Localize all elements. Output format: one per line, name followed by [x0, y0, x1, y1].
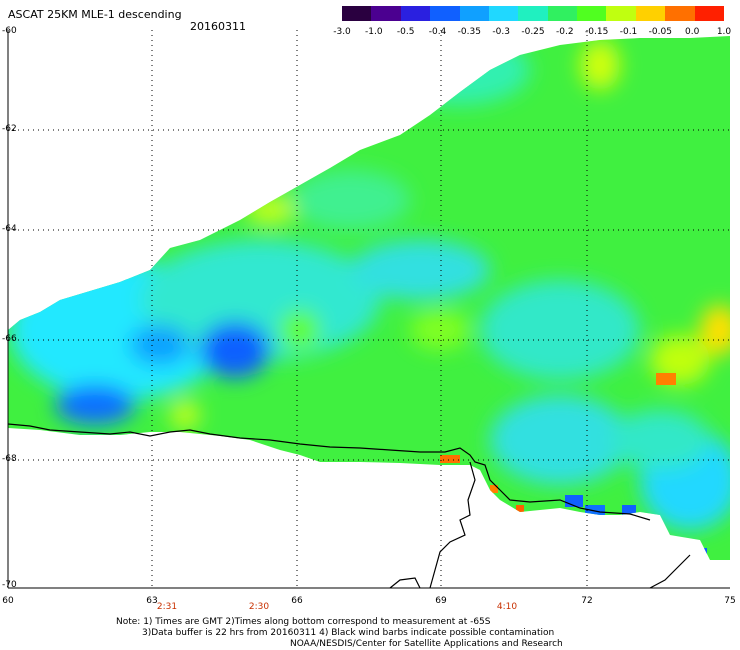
chart-date: 20160311 [190, 20, 246, 33]
colorbar-segment [371, 6, 402, 21]
y-tick-label: -60 [2, 26, 17, 36]
y-tick-label: -62 [2, 124, 17, 134]
y-tick-label: -64 [2, 224, 17, 234]
footer-note-3: NOAA/NESDIS/Center for Satellite Applica… [290, 639, 563, 649]
y-tick-label: -70 [2, 580, 17, 590]
y-tick-label: -66 [2, 334, 17, 344]
colorbar-segment [518, 6, 549, 21]
colorbar-segment [577, 6, 607, 21]
colorbar-label: 0.0 [684, 27, 700, 37]
footer-note-1: Note: 1) Times are GMT 2)Times along bot… [116, 617, 491, 627]
colorbar-segment [400, 6, 431, 21]
y-tick-label: -68 [2, 454, 17, 464]
colorbar-label: -0.4 [428, 27, 447, 37]
x-tick-label: 72 [581, 596, 593, 606]
x-tick-label: 69 [435, 596, 447, 606]
footer-note-2: 3)Data buffer is 22 hrs from 20160311 4)… [142, 628, 555, 638]
coastline [7, 423, 691, 589]
colorbar-segment [606, 6, 637, 21]
colorbar-label: -1.0 [365, 27, 383, 37]
colorbar [342, 6, 725, 21]
time-label: 4:10 [496, 602, 518, 612]
colorbar-segment [430, 6, 461, 21]
data-swath [8, 36, 730, 560]
colorbar-label: -0.1 [619, 27, 638, 37]
colorbar-label: -0.3 [492, 27, 510, 37]
time-label: 2:31 [156, 602, 178, 612]
time-label: 2:30 [248, 602, 270, 612]
colorbar-label: -0.05 [648, 27, 672, 37]
colorbar-segment [635, 6, 666, 21]
colorbar-label: -0.2 [556, 27, 574, 37]
colorbar-label: -0.5 [396, 27, 415, 37]
colorbar-label: -0.25 [521, 27, 545, 37]
x-tick-label: 60 [2, 596, 14, 606]
colorbar-segment [694, 6, 725, 21]
colorbar-label: -0.35 [457, 27, 481, 37]
colorbar-segment [459, 6, 490, 21]
colorbar-label: -3.0 [333, 27, 351, 37]
colorbar-segment [547, 6, 578, 21]
grid-lines [8, 30, 730, 588]
colorbar-segment [665, 6, 696, 21]
colorbar-segment [342, 6, 372, 21]
x-tick-label: 63 [146, 596, 158, 606]
chart-title: ASCAT 25KM MLE-1 descending [8, 8, 182, 21]
x-tick-label: 66 [291, 596, 303, 606]
x-tick-label: 75 [724, 596, 736, 606]
colorbar-segment [488, 6, 519, 21]
plot-frame [7, 30, 730, 589]
colorbar-label: -0.15 [585, 27, 609, 37]
colorbar-label: 1.0 [716, 27, 732, 37]
